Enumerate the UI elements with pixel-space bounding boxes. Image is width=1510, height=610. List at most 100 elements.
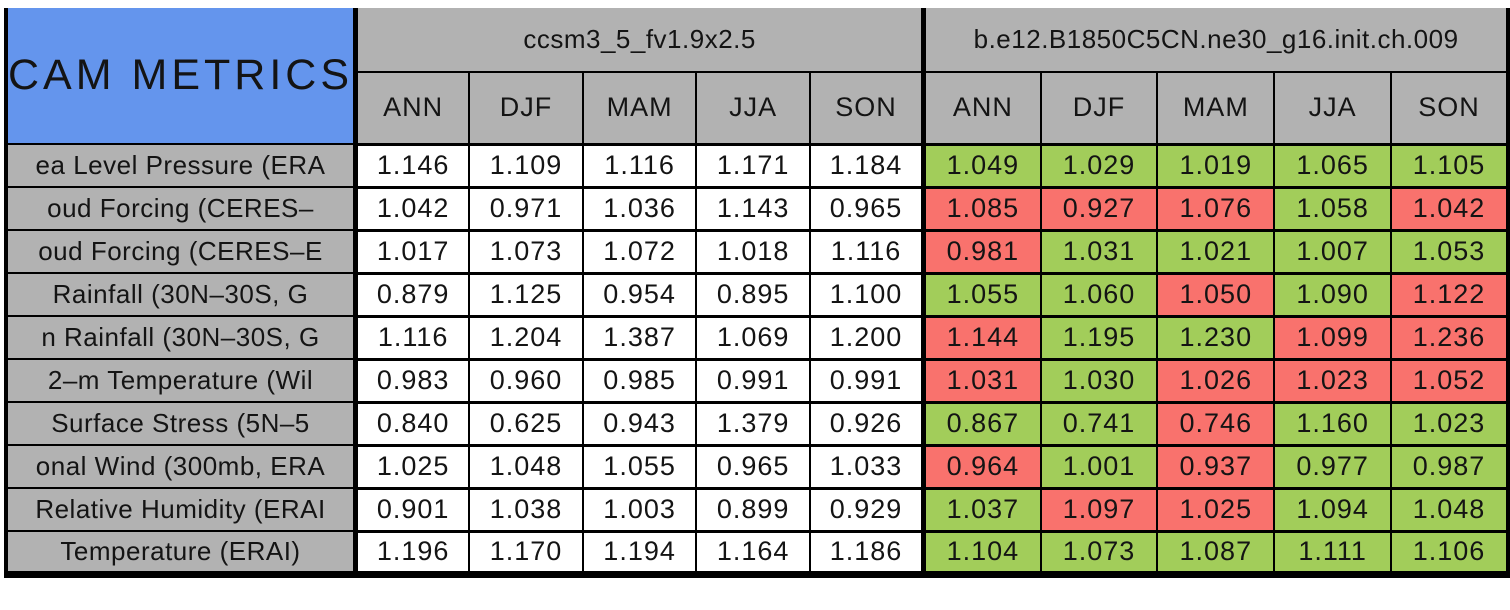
model-1-value-cell: 1.100 — [808, 271, 925, 318]
table-row: oud Forcing (CERES– 1.042 0.971 1.036 1.143 0… — [5, 185, 1509, 232]
model-1-value-cell: 1.109 — [468, 142, 584, 189]
model-2-value-cell: 1.049 — [921, 142, 1042, 189]
model-2-value-cell: 1.058 — [1273, 185, 1393, 232]
model-2-value-cell: 1.025 — [1156, 486, 1276, 533]
cam-metrics-table: CAM METRICS ccsm3_5_fv1.9x2.5 b.e12.B185… — [4, 8, 1510, 578]
model-1-value-cell: 1.194 — [581, 529, 698, 576]
model-1-value-cell: 1.036 — [581, 185, 698, 232]
model-1-value-cell: 0.991 — [808, 357, 925, 404]
metric-label-cell: Temperature (ERAI) — [5, 530, 358, 575]
season-header: MAM — [581, 71, 698, 145]
model-2-value-cell: 1.060 — [1039, 271, 1159, 318]
season-header: SON — [808, 71, 925, 145]
model-1-value-cell: 1.048 — [468, 443, 584, 490]
model-1-value-cell: 1.069 — [695, 314, 811, 361]
model-2-value-cell: 1.073 — [1039, 529, 1159, 576]
model-header-row: CAM METRICS ccsm3_5_fv1.9x2.5 b.e12.B185… — [5, 8, 1510, 145]
season-header-row: ANN DJF MAM JJA SON ANN DJF MAM JJA SON — [6, 71, 1509, 145]
table-title: CAM METRICS — [5, 8, 358, 145]
model-1-value-cell: 0.879 — [354, 271, 471, 318]
model-2-value-cell: 0.867 — [921, 400, 1042, 447]
model-2-value-cell: 1.104 — [921, 529, 1042, 576]
model-2-value-cell: 0.987 — [1390, 443, 1509, 490]
model-2-value-cell: 1.037 — [921, 486, 1042, 533]
metric-label-cell: ea Level Pressure (ERA — [5, 143, 358, 188]
model-1-value-cell: 0.926 — [808, 400, 925, 447]
model-1-value-cell: 1.186 — [808, 529, 925, 576]
model-2-value-cell: 1.001 — [1039, 443, 1159, 490]
model-2-value-cell: 1.055 — [921, 271, 1042, 318]
table-row: onal Wind (300mb, ERA 1.025 1.048 1.055 0.96… — [5, 443, 1509, 490]
model-1-value-cell: 0.895 — [695, 271, 811, 318]
metric-label-cell: oud Forcing (CERES–E — [5, 229, 358, 274]
model-2-value-cell: 1.050 — [1156, 271, 1276, 318]
model-2-value-cell: 1.094 — [1273, 486, 1393, 533]
model-2-value-cell: 1.007 — [1273, 228, 1393, 275]
season-header: DJF — [468, 71, 584, 145]
model-2-value-cell: 1.026 — [1156, 357, 1276, 404]
model-1-value-cell: 1.184 — [808, 142, 925, 189]
model-1-value-cell: 0.991 — [695, 357, 811, 404]
model-2-value-cell: 1.031 — [1039, 228, 1159, 275]
table-row: Surface Stress (5N–5 0.840 0.625 0.943 1.379… — [5, 400, 1509, 447]
model-1-value-cell: 0.840 — [354, 400, 471, 447]
metric-label-cell: 2–m Temperature (Wil — [5, 358, 358, 403]
model-1-value-cell: 0.929 — [808, 486, 925, 533]
table-row: Rainfall (30N–30S, G 0.879 1.125 0.954 0.895… — [5, 271, 1509, 318]
model-2-value-cell: 0.927 — [1039, 185, 1159, 232]
model-2-value-cell: 0.746 — [1156, 400, 1276, 447]
model-2-value-cell: 1.099 — [1273, 314, 1393, 361]
model-1-value-cell: 1.018 — [695, 228, 811, 275]
model-2-value-cell: 1.195 — [1039, 314, 1159, 361]
model-1-value-cell: 1.196 — [354, 529, 471, 576]
model-1-value-cell: 0.899 — [695, 486, 811, 533]
table-row: n Rainfall (30N–30S, G 1.116 1.204 1.387 1.0… — [5, 314, 1509, 361]
table-row: ea Level Pressure (ERA 1.146 1.109 1.116 1.1… — [5, 142, 1509, 189]
model-1-value-cell: 1.017 — [354, 228, 471, 275]
season-header: DJF — [1039, 71, 1159, 145]
model-2-value-cell: 1.030 — [1039, 357, 1159, 404]
model-1-value-cell: 0.943 — [581, 400, 698, 447]
model-1-value-cell: 0.960 — [468, 357, 584, 404]
model-2-value-cell: 1.144 — [921, 314, 1042, 361]
model-1-value-cell: 1.170 — [468, 529, 584, 576]
model-1-value-cell: 1.073 — [468, 228, 584, 275]
season-header: MAM — [1156, 71, 1276, 145]
model-1-value-cell: 1.042 — [354, 185, 471, 232]
model-2-value-cell: 1.048 — [1390, 486, 1509, 533]
model-1-value-cell: 0.625 — [468, 400, 584, 447]
model-1-value-cell: 1.003 — [581, 486, 698, 533]
model-1-value-cell: 1.038 — [468, 486, 584, 533]
table-row: 2–m Temperature (Wil 0.983 0.960 0.985 0.991… — [5, 357, 1509, 404]
model-2-value-cell: 1.053 — [1390, 228, 1509, 275]
model-1-value-cell: 0.954 — [581, 271, 698, 318]
metric-label-cell: oud Forcing (CERES– — [5, 186, 358, 231]
metric-label-cell: onal Wind (300mb, ERA — [5, 444, 358, 489]
model-1-value-cell: 1.125 — [468, 271, 584, 318]
model-2-value-cell: 1.097 — [1039, 486, 1159, 533]
model-1-value-cell: 1.171 — [695, 142, 811, 189]
model-2-value-cell: 1.023 — [1273, 357, 1393, 404]
model-1-value-cell: 0.971 — [468, 185, 584, 232]
model-2-value-cell: 0.741 — [1039, 400, 1159, 447]
model-2-value-cell: 1.065 — [1273, 142, 1393, 189]
model-2-value-cell: 1.019 — [1156, 142, 1276, 189]
model-1-value-cell: 1.116 — [581, 142, 698, 189]
model-1-value-cell: 0.983 — [354, 357, 471, 404]
model-1-value-cell: 1.025 — [354, 443, 471, 490]
model-2-value-cell: 1.105 — [1390, 142, 1509, 189]
model-1-value-cell: 1.200 — [808, 314, 925, 361]
model-1-value-cell: 1.033 — [808, 443, 925, 490]
model-1-value-cell: 1.116 — [808, 228, 925, 275]
model-2-value-cell: 1.042 — [1390, 185, 1509, 232]
model-2-value-cell: 0.981 — [921, 228, 1042, 275]
season-header: SON — [1390, 71, 1509, 145]
model-2-value-cell: 1.236 — [1390, 314, 1509, 361]
model-1-value-cell: 1.379 — [695, 400, 811, 447]
model-1-header: ccsm3_5_fv1.9x2.5 — [354, 8, 925, 73]
model-1-value-cell: 0.965 — [808, 185, 925, 232]
model-2-value-cell: 1.052 — [1390, 357, 1509, 404]
model-2-value-cell: 1.085 — [921, 185, 1042, 232]
model-2-value-cell: 1.087 — [1156, 529, 1276, 576]
model-2-value-cell: 0.937 — [1156, 443, 1276, 490]
